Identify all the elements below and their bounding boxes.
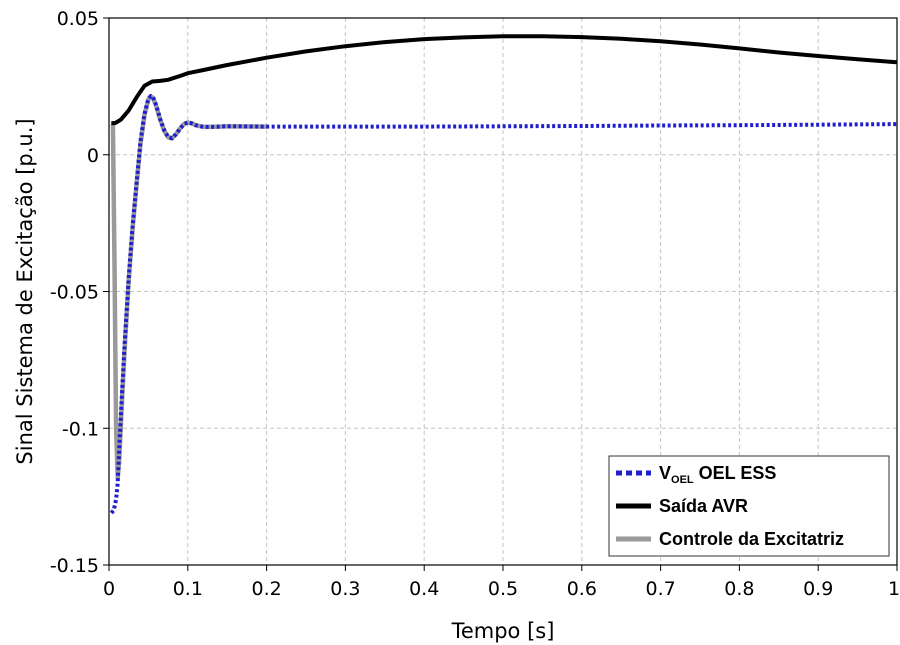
x-tick-label-3: 0.3 — [330, 578, 360, 600]
x-tick-label-7: 0.7 — [645, 578, 675, 600]
y-axis-title: Sinal Sistema de Excitação [p.u.] — [13, 118, 37, 464]
legend-voel-rest: OEL ESS — [694, 463, 777, 483]
legend-label-avr: Saída AVR — [659, 496, 748, 516]
x-tick-label-5: 0.5 — [488, 578, 518, 600]
legend-label-excitatriz: Controle da Excitatriz — [659, 529, 844, 549]
legend-box — [608, 455, 890, 557]
legend-voel-sub: OEL — [671, 474, 694, 486]
x-tick-label-6: 0.6 — [567, 578, 597, 600]
y-tick-label-4: 0.05 — [57, 8, 99, 30]
y-tick-label-1: -0.1 — [62, 418, 99, 440]
x-tick-label-4: 0.4 — [409, 578, 439, 600]
y-tick-label-0: -0.15 — [50, 555, 99, 577]
legend-label-voel: VOEL OEL ESS — [659, 463, 776, 486]
x-tick-label-8: 0.8 — [724, 578, 754, 600]
x-tick-label-1: 0.1 — [173, 578, 203, 600]
series-layer — [109, 34, 898, 515]
x-tick-label-2: 0.2 — [251, 578, 281, 600]
axis-ticks: 0 0.1 0.2 0.3 0.4 0.5 0.6 0.7 0.8 0.9 1 -0.15 -0.1 -0… — [50, 8, 900, 600]
y-tick-label-3: 0 — [87, 145, 99, 167]
legend: VOEL OEL ESS Saída AVR Controle da Excit… — [608, 455, 890, 557]
y-tick-label-2: -0.05 — [50, 282, 99, 304]
legend-voel-main: V — [659, 463, 671, 483]
series-saida-avr — [111, 34, 898, 126]
x-tick-label-10: 1 — [888, 578, 900, 600]
x-tick-label-9: 0.9 — [803, 578, 833, 600]
series-controle-excitatriz — [110, 94, 267, 480]
series-voel-oel-ess — [109, 93, 898, 515]
x-axis-title: Tempo [s] — [451, 619, 555, 643]
x-tick-label-0: 0 — [103, 578, 115, 600]
